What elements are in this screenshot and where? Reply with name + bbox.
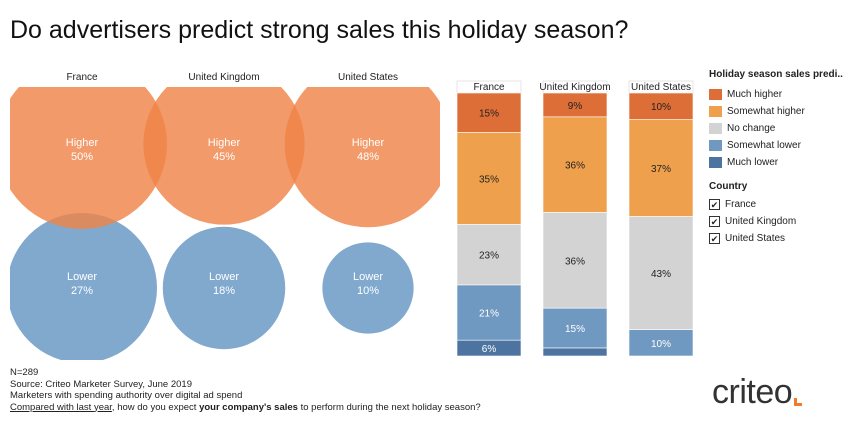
bar-column-label: United States <box>631 82 691 93</box>
sample-description: Marketers with spending authority over d… <box>10 390 243 401</box>
bar-segment <box>456 284 522 341</box>
bar-data-label: 15% <box>565 324 585 335</box>
bar-segment <box>628 118 694 217</box>
venn-column-label: France <box>66 72 98 83</box>
legend-title: Holiday season sales predi.. <box>709 69 843 80</box>
checkbox-icon[interactable]: ✔ <box>709 233 720 244</box>
bar-data-label: 36% <box>565 256 585 267</box>
higher-value: 48% <box>357 151 379 163</box>
bar-data-label: 36% <box>565 161 585 172</box>
bar-column-label: France <box>473 82 505 93</box>
question-part: to perform during the next holiday seaso… <box>297 401 481 413</box>
country-checkbox-us[interactable]: ✔ United States <box>709 230 843 247</box>
legend-item-somewhat-higher[interactable]: Somewhat higher <box>709 103 843 120</box>
lower-label: Lower <box>67 271 97 283</box>
survey-question: Compared with last year, how do you expe… <box>10 402 481 414</box>
higher-value: 45% <box>213 151 235 163</box>
venn-column-label: United States <box>338 72 398 83</box>
venn-circles <box>10 87 440 360</box>
bar-segment <box>628 216 694 330</box>
country-checkbox-france[interactable]: ✔ France <box>709 196 843 213</box>
bar-data-label: 6% <box>482 344 497 355</box>
higher-circle <box>143 87 305 225</box>
bar-segment <box>628 329 694 357</box>
lower-circle <box>162 226 286 350</box>
bar-data-label: 10% <box>651 339 671 350</box>
legend-label: Somewhat lower <box>727 140 801 151</box>
higher-circle <box>10 87 167 229</box>
bar-column-label: United Kingdom <box>539 82 610 93</box>
country-label: United States <box>725 233 786 244</box>
criteo-logo: criteo <box>712 373 803 412</box>
country-label: United Kingdom <box>725 216 797 227</box>
bar-data-label: 9% <box>568 101 583 112</box>
bar-segment <box>542 307 608 349</box>
legend: Holiday season sales predi.. Much higher… <box>709 69 843 247</box>
country-checkbox-uk[interactable]: ✔ United Kingdom <box>709 213 843 230</box>
lower-label: Lower <box>209 271 239 283</box>
higher-label: Higher <box>208 137 241 149</box>
logo-mark <box>794 398 803 406</box>
question-bold: your company's sales <box>199 401 298 413</box>
stacked-bar-chart: France United Kingdom United States 15% 35% 2… <box>456 80 694 357</box>
legend-label: No change <box>727 123 776 134</box>
bar-segment <box>628 92 694 120</box>
legend-swatch <box>709 123 722 134</box>
legend-label: Much higher <box>727 89 783 100</box>
bar-data-label: 37% <box>651 164 671 175</box>
bar-segment <box>456 224 522 286</box>
legend-item-somewhat-lower[interactable]: Somewhat lower <box>709 137 843 154</box>
bar-data-label: 15% <box>479 109 499 120</box>
bar-segment <box>456 92 522 133</box>
question-underlined: Compared with last year <box>10 401 112 413</box>
legend-label: Much lower <box>727 157 779 168</box>
source-note: Source: Criteo Marketer Survey, June 201… <box>10 378 192 390</box>
bar-segment <box>542 347 608 357</box>
country-filter-title: Country <box>709 181 748 192</box>
lower-value: 18% <box>213 285 235 297</box>
legend-item-no-change[interactable]: No change <box>709 120 843 137</box>
higher-value: 50% <box>71 151 93 163</box>
bar-data-label: 23% <box>479 251 499 262</box>
bar-data-label: 35% <box>479 174 499 185</box>
bar-data-label: 21% <box>479 309 499 320</box>
legend-item-much-higher[interactable]: Much higher <box>709 86 843 103</box>
chart-notes: N=289 Source: Criteo Marketer Survey, Ju… <box>10 367 481 413</box>
bar-data-label: 10% <box>651 102 671 113</box>
checkbox-icon[interactable]: ✔ <box>709 199 720 210</box>
legend-swatch <box>709 157 722 168</box>
bar-segment <box>542 212 608 309</box>
legend-item-much-lower[interactable]: Much lower <box>709 154 843 171</box>
lower-circle <box>322 242 414 334</box>
legend-swatch <box>709 89 722 100</box>
lower-value: 27% <box>71 285 93 297</box>
logo-text: criteo <box>712 373 793 411</box>
venn-chart: France United Kingdom United States Higher 5… <box>10 72 440 360</box>
bar-segment <box>456 339 522 357</box>
question-part: , how do you expect <box>111 401 200 413</box>
higher-label: Higher <box>352 137 385 149</box>
higher-label: Higher <box>66 137 99 149</box>
legend-swatch <box>709 106 722 117</box>
bar-segment <box>456 132 522 225</box>
legend-label: Somewhat higher <box>727 106 805 117</box>
chart-title: Do advertisers predict strong sales this… <box>10 16 629 44</box>
sample-size: N=289 <box>10 367 39 378</box>
bar-segment <box>542 116 608 213</box>
venn-column-label: United Kingdom <box>188 72 259 83</box>
checkbox-icon[interactable]: ✔ <box>709 216 720 227</box>
lower-label: Lower <box>353 271 383 283</box>
lower-value: 10% <box>357 285 379 297</box>
country-label: France <box>725 199 757 210</box>
lower-circle <box>10 213 157 360</box>
higher-circle <box>284 87 440 228</box>
legend-swatch <box>709 140 722 151</box>
bar-data-label: 43% <box>651 269 671 280</box>
